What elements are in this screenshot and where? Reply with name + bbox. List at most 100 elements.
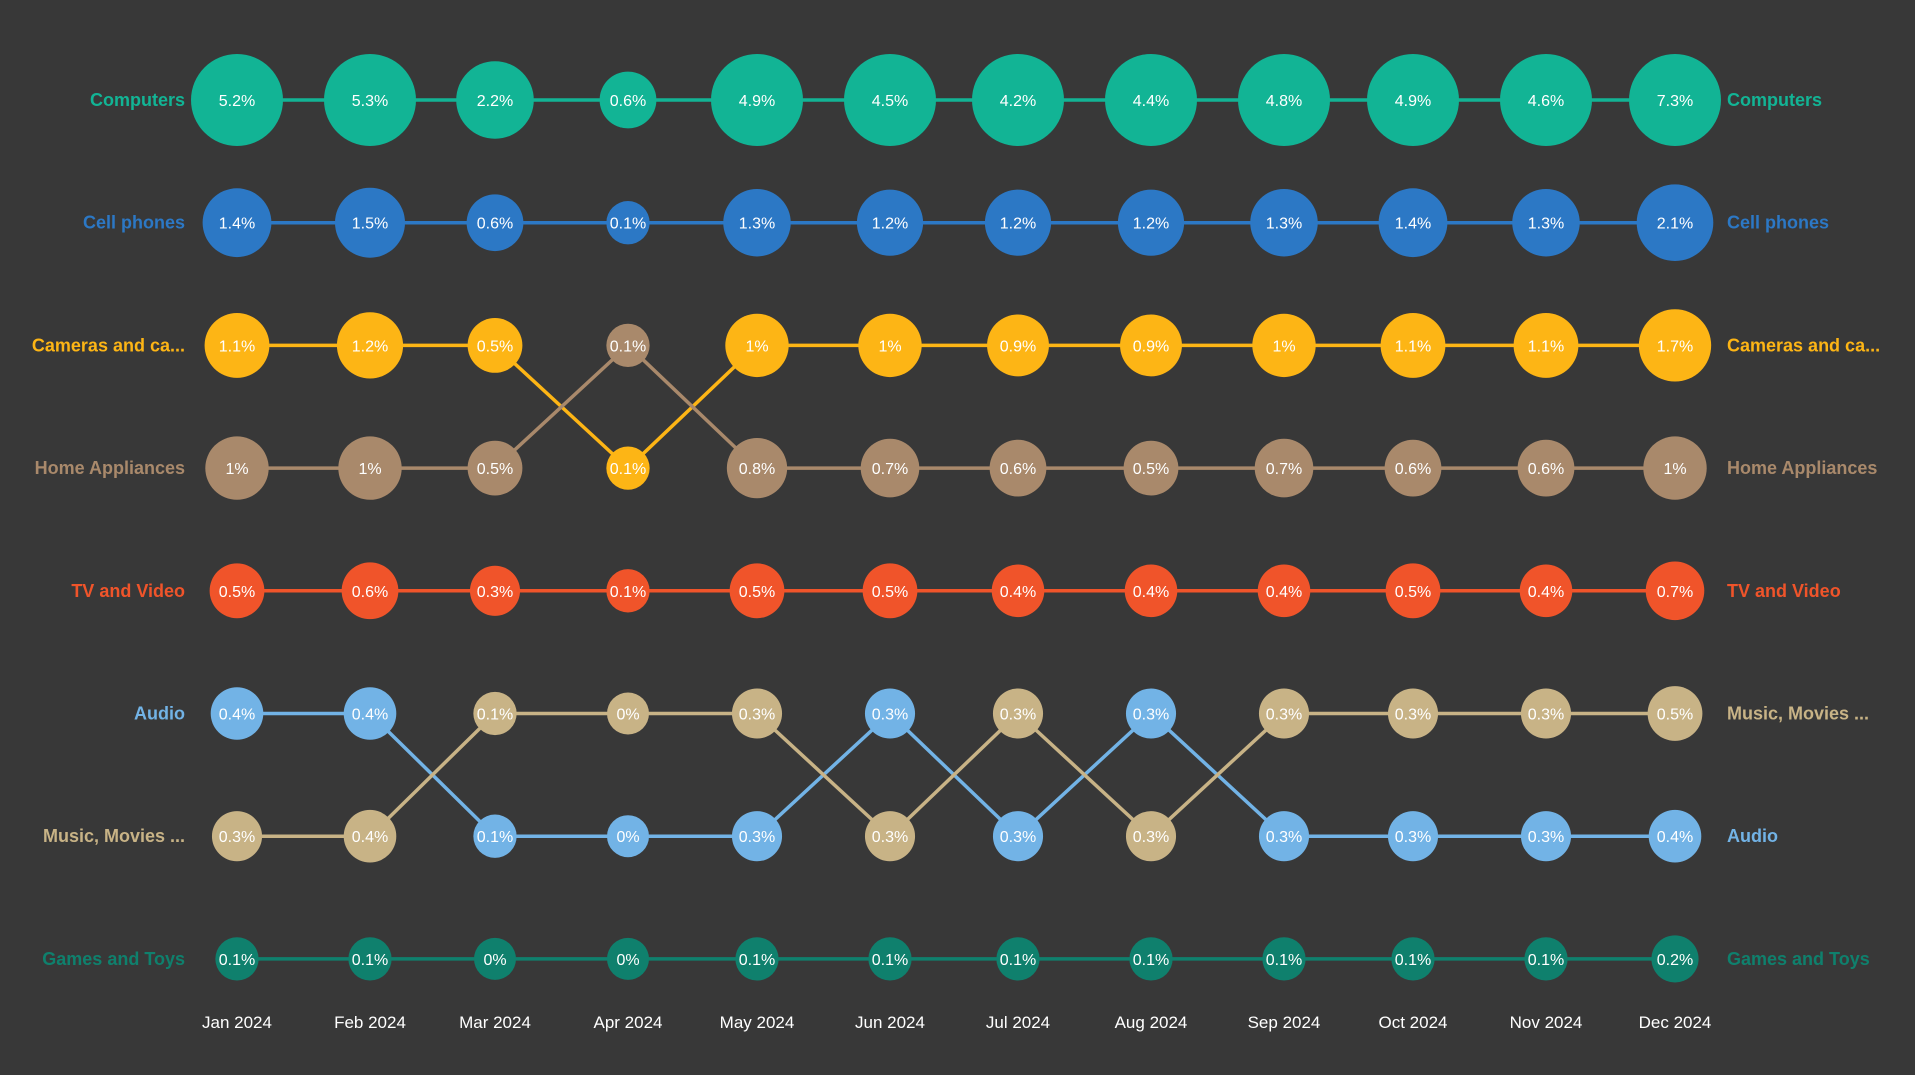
point-cameras-and-camcorders: 1% xyxy=(725,313,789,378)
series-bubbles: 5.2% 5.3% 2.2% 0.6% 4.9% 4.5% 4.2% 4.4% 4.8% 4.9%… xyxy=(191,54,1721,983)
point-cameras-and-camcorders: 1.7% xyxy=(1638,309,1712,382)
data-label-computers: 5.2% xyxy=(219,93,255,110)
bubble-games-and-toys xyxy=(1651,935,1699,983)
bubble-computers xyxy=(711,54,803,146)
left-label-tv-and-video: TV and Video xyxy=(71,581,185,601)
data-label-cameras-and-camcorders: 1.1% xyxy=(1395,338,1431,355)
point-home-appliances: 0.1% xyxy=(606,323,650,368)
data-label-home-appliances: 0.5% xyxy=(1133,461,1169,478)
point-games-and-toys: 0.1% xyxy=(868,937,912,981)
bubble-music-movies-and-audio-books xyxy=(473,691,517,736)
data-label-cell-phones: 1.3% xyxy=(1266,216,1302,233)
bubble-music-movies-and-audio-books xyxy=(211,811,263,862)
data-label-audio: 0.3% xyxy=(872,707,908,724)
point-audio: 0.3% xyxy=(1387,811,1439,862)
data-label-cell-phones: 1.4% xyxy=(219,216,255,233)
point-music-movies-and-audio-books: 0.3% xyxy=(864,811,916,862)
point-home-appliances: 0.6% xyxy=(1384,439,1442,497)
bubble-tv-and-video xyxy=(209,563,265,619)
point-cameras-and-camcorders: 1.1% xyxy=(1513,312,1579,378)
data-label-home-appliances: 0.7% xyxy=(1266,461,1302,478)
bubble-audio xyxy=(1258,811,1310,862)
point-audio: 0% xyxy=(607,815,649,858)
bubble-audio xyxy=(864,688,916,739)
data-label-games-and-toys: 0.1% xyxy=(1133,952,1169,969)
data-label-tv-and-video: 0.3% xyxy=(477,584,513,601)
data-label-audio: 0.3% xyxy=(1133,707,1169,724)
point-computers: 4.4% xyxy=(1105,54,1197,146)
bubble-computers xyxy=(1500,54,1592,146)
x-tick-label: Feb 2024 xyxy=(334,1013,406,1032)
data-label-music-movies-and-audio-books: 0.3% xyxy=(739,707,775,724)
x-tick-label: Nov 2024 xyxy=(1510,1013,1583,1032)
data-label-computers: 4.9% xyxy=(739,93,775,110)
data-label-cell-phones: 1.4% xyxy=(1395,216,1431,233)
bubble-games-and-toys xyxy=(1262,937,1306,981)
bubble-computers xyxy=(191,54,283,146)
point-tv-and-video: 0.1% xyxy=(606,569,650,613)
bubble-home-appliances xyxy=(1643,436,1707,500)
data-label-computers: 4.5% xyxy=(872,93,908,110)
data-label-music-movies-and-audio-books: 0.3% xyxy=(1395,707,1431,724)
bubble-games-and-toys xyxy=(1129,937,1173,981)
data-label-games-and-toys: 0.2% xyxy=(1657,952,1693,969)
x-tick-label: Jul 2024 xyxy=(986,1013,1050,1032)
data-label-music-movies-and-audio-books: 0% xyxy=(616,707,639,724)
data-label-computers: 7.3% xyxy=(1657,93,1693,110)
point-computers: 4.9% xyxy=(711,54,803,146)
bubble-home-appliances xyxy=(989,439,1047,497)
point-cell-phones: 0.1% xyxy=(606,201,650,245)
bubble-tv-and-video xyxy=(1257,564,1311,618)
point-home-appliances: 0.6% xyxy=(989,439,1047,497)
data-label-cameras-and-camcorders: 0.9% xyxy=(1000,338,1036,355)
point-music-movies-and-audio-books: 0.5% xyxy=(1647,686,1703,741)
x-tick-label: Jan 2024 xyxy=(202,1013,272,1032)
point-tv-and-video: 0.4% xyxy=(1124,564,1178,618)
point-cameras-and-camcorders: 0.9% xyxy=(1120,314,1182,377)
bubble-music-movies-and-audio-books xyxy=(731,688,783,739)
data-label-music-movies-and-audio-books: 0.5% xyxy=(1657,707,1693,724)
bubble-audio xyxy=(210,687,264,740)
bubble-cell-phones xyxy=(466,194,524,252)
point-computers: 7.3% xyxy=(1629,54,1721,146)
bubble-music-movies-and-audio-books xyxy=(1125,811,1177,862)
point-music-movies-and-audio-books: 0.4% xyxy=(343,809,397,863)
bubble-music-movies-and-audio-books xyxy=(864,811,916,862)
point-tv-and-video: 0.3% xyxy=(469,565,521,616)
bubble-cell-phones xyxy=(723,188,791,257)
point-cell-phones: 1.5% xyxy=(335,187,405,258)
point-computers: 4.5% xyxy=(844,54,936,146)
point-tv-and-video: 0.4% xyxy=(1257,564,1311,618)
left-label-computers: Computers xyxy=(90,90,185,110)
x-tick-label: Apr 2024 xyxy=(594,1013,663,1032)
data-label-games-and-toys: 0% xyxy=(483,952,506,969)
data-label-home-appliances: 1% xyxy=(1663,461,1686,478)
point-games-and-toys: 0.1% xyxy=(215,937,259,981)
x-tick-label: Jun 2024 xyxy=(855,1013,925,1032)
bubble-home-appliances xyxy=(1254,438,1314,498)
point-tv-and-video: 0.6% xyxy=(341,562,399,620)
bubble-music-movies-and-audio-books xyxy=(343,809,397,863)
bubble-music-movies-and-audio-books xyxy=(1647,686,1703,741)
point-home-appliances: 0.5% xyxy=(1123,440,1179,496)
data-label-audio: 0.3% xyxy=(1528,829,1564,846)
data-label-cell-phones: 1.3% xyxy=(739,216,775,233)
point-cameras-and-camcorders: 0.9% xyxy=(987,314,1049,377)
data-label-tv-and-video: 0.5% xyxy=(219,584,255,601)
bubble-audio xyxy=(1387,811,1439,862)
data-label-music-movies-and-audio-books: 0.3% xyxy=(1266,707,1302,724)
point-cell-phones: 1.2% xyxy=(984,189,1052,256)
right-label-tv-and-video: TV and Video xyxy=(1727,581,1841,601)
bubble-cell-phones xyxy=(1117,189,1185,256)
data-label-cameras-and-camcorders: 0.1% xyxy=(610,461,646,478)
data-label-cell-phones: 1.5% xyxy=(352,216,388,233)
bubble-tv-and-video xyxy=(862,563,918,619)
point-cell-phones: 2.1% xyxy=(1636,184,1714,261)
data-label-computers: 0.6% xyxy=(610,93,646,110)
point-home-appliances: 1% xyxy=(1643,436,1707,500)
point-games-and-toys: 0.1% xyxy=(348,937,392,981)
point-computers: 2.2% xyxy=(456,61,534,139)
data-label-cell-phones: 1.2% xyxy=(1000,216,1036,233)
